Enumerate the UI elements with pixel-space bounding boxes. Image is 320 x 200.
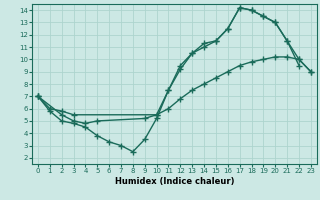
X-axis label: Humidex (Indice chaleur): Humidex (Indice chaleur) (115, 177, 234, 186)
